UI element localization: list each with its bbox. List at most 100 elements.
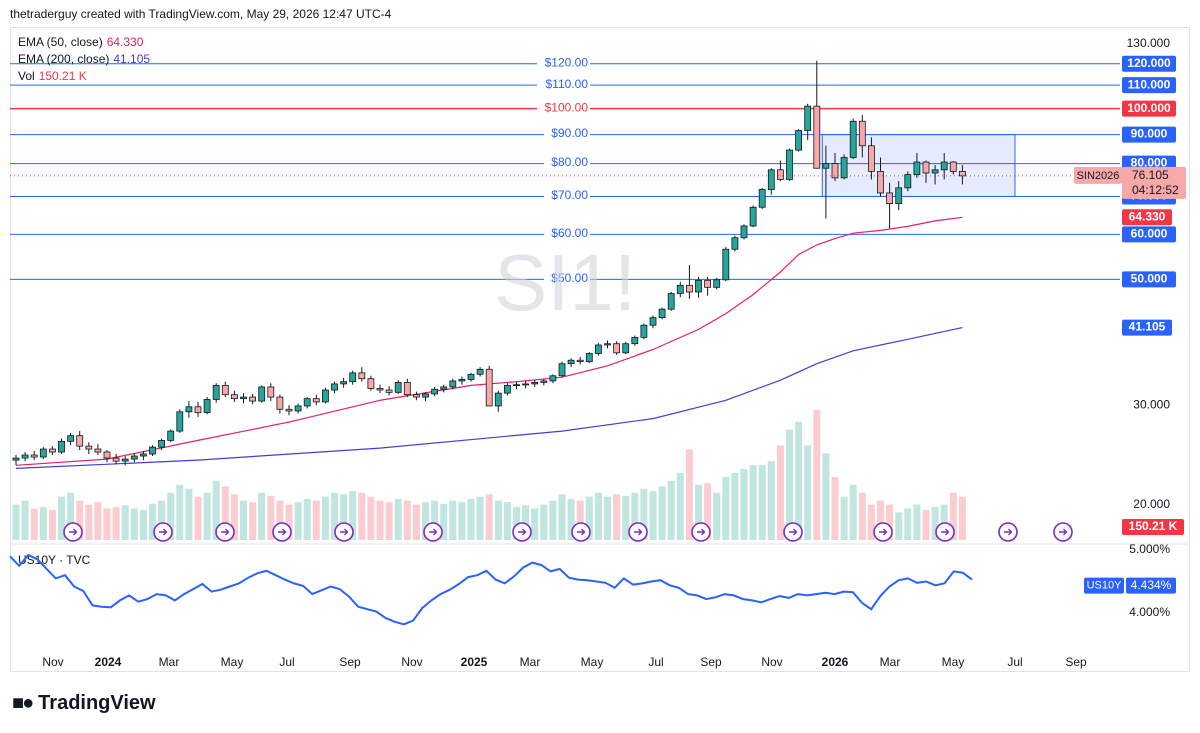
candle-body xyxy=(185,406,193,413)
candle xyxy=(376,384,384,394)
volume-bar xyxy=(540,504,548,540)
candle-body xyxy=(149,446,156,455)
candle xyxy=(649,315,657,329)
volume-bar xyxy=(358,492,366,540)
volume-bar xyxy=(58,496,65,540)
level-tag-90 xyxy=(1122,126,1176,143)
candle-body xyxy=(112,457,120,462)
candle-body xyxy=(503,385,511,394)
candle xyxy=(349,370,357,385)
candle xyxy=(494,390,502,412)
candle-body xyxy=(740,225,748,239)
candle-body xyxy=(376,388,384,391)
x-axis-label: Nov xyxy=(761,655,782,669)
level-label-80: $80.00 xyxy=(551,155,588,169)
volume-bar xyxy=(67,492,75,540)
tradingview-logo[interactable]: ■● TradingView xyxy=(12,692,156,715)
candle-body xyxy=(676,284,684,294)
candle xyxy=(458,376,466,385)
candle-body xyxy=(58,440,65,453)
candle-body xyxy=(130,455,138,460)
x-axis-label: Mar xyxy=(880,655,901,669)
legend-ema50[interactable]: EMA (50, close) 64.330 xyxy=(18,35,143,49)
candle-body xyxy=(931,169,939,174)
us10y-pane-label: US10Y · TVC xyxy=(18,553,91,567)
level-tag-120 xyxy=(1122,55,1176,72)
legend-volume[interactable]: Vol 150.21 K xyxy=(18,69,87,83)
y-tick-130.000: 130.000 xyxy=(1127,36,1171,50)
candle xyxy=(185,401,193,418)
volume-bar xyxy=(840,496,848,540)
candle xyxy=(949,161,957,175)
volume-bar xyxy=(449,500,457,540)
candle xyxy=(58,438,65,455)
legend-ema50-value: 64.330 xyxy=(106,35,144,49)
volume-bar xyxy=(676,473,684,540)
candle xyxy=(212,383,220,403)
volume-bar xyxy=(203,492,211,540)
us10y-value-tag-bg xyxy=(1126,577,1176,594)
volume-bar xyxy=(695,484,702,540)
candle xyxy=(312,394,320,406)
candle-body xyxy=(340,381,348,385)
volume-bar xyxy=(877,500,884,540)
candle-body xyxy=(749,206,757,227)
candle xyxy=(385,386,393,396)
candle-body xyxy=(476,368,484,375)
candle-body xyxy=(513,384,520,387)
candle xyxy=(331,381,338,394)
level-tag-text-110: 110.000 xyxy=(1128,77,1171,91)
volume-bar xyxy=(685,449,693,540)
x-axis-label: Jul xyxy=(648,655,663,669)
volume-bar xyxy=(476,496,484,540)
candle-body xyxy=(622,343,630,354)
candle-body xyxy=(904,174,912,189)
candle xyxy=(49,446,56,456)
event-arrow-icon xyxy=(1059,528,1068,536)
candle xyxy=(440,384,448,393)
volume-bar xyxy=(503,502,511,540)
candle xyxy=(485,365,493,407)
level-tag-50 xyxy=(1122,271,1176,288)
ema200-line xyxy=(15,327,963,469)
candle xyxy=(604,340,611,349)
candle-body xyxy=(294,405,302,412)
legend-ema200-label: EMA (200, close) xyxy=(18,52,110,66)
candle-body xyxy=(640,324,648,338)
level-tag-text-120: 120.000 xyxy=(1127,56,1171,70)
candle-body xyxy=(585,353,593,363)
candle-body xyxy=(321,389,329,403)
volume-bar xyxy=(576,500,584,540)
tradingview-logo-icon: ■● xyxy=(12,692,34,714)
volume-bar xyxy=(294,502,302,540)
legend-ema200[interactable]: EMA (200, close) 41.105 xyxy=(18,52,150,66)
candle-body xyxy=(540,380,548,383)
x-axis-label: Mar xyxy=(520,655,541,669)
candle-body xyxy=(767,169,775,190)
candle-body xyxy=(103,451,111,459)
candle-body xyxy=(422,393,429,398)
level-tag-text-100: 100.000 xyxy=(1127,101,1171,115)
candle-body xyxy=(167,430,175,441)
volume-bar xyxy=(149,503,156,540)
candle xyxy=(658,307,666,320)
candle xyxy=(76,431,84,451)
us10y-line xyxy=(9,553,973,626)
candle xyxy=(203,397,211,415)
us10y-value-tag: 4.434% xyxy=(1131,578,1172,592)
volume-bar xyxy=(804,445,812,540)
candle-body xyxy=(804,105,812,131)
volume-bar xyxy=(531,508,539,540)
candle xyxy=(531,380,539,387)
event-arrow-icon xyxy=(789,528,798,536)
volume-bar xyxy=(667,480,675,540)
candle-body xyxy=(549,375,557,382)
candle xyxy=(403,378,411,398)
x-axis-label: Jul xyxy=(279,655,294,669)
candle xyxy=(831,153,839,182)
volume-bar xyxy=(767,461,775,540)
volume-bar xyxy=(194,496,202,540)
candle xyxy=(176,409,184,433)
last-price-tag-bg xyxy=(1122,166,1186,199)
